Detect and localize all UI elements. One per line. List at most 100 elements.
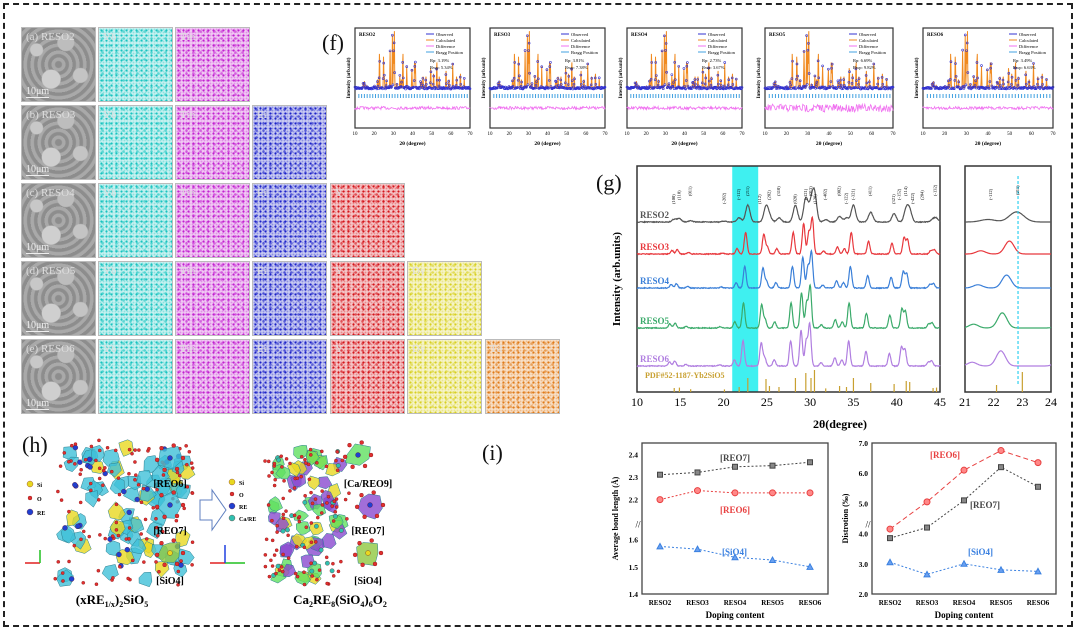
o-atom — [277, 568, 282, 572]
observed-point — [429, 70, 433, 74]
reference-label: PDF#52-1187-Yb2SiO5 — [645, 371, 725, 380]
o-atom — [320, 511, 324, 515]
polyhedron-label: [REO6] — [153, 479, 186, 490]
observed-point — [462, 76, 466, 80]
o-atom — [310, 501, 315, 506]
observed-point — [830, 66, 833, 70]
hkl-label: (011) — [688, 186, 693, 196]
o-atom — [325, 581, 329, 586]
observed-point — [655, 74, 658, 77]
observed-point — [525, 85, 529, 88]
y-tick-label: 2.3 — [629, 473, 639, 482]
o-atom — [368, 452, 374, 458]
o-atom — [267, 574, 272, 579]
legend-entry: Bragg Position — [436, 50, 464, 55]
scale-bar: 10μm — [26, 164, 50, 176]
polyhedron — [101, 564, 119, 581]
observed-point — [1036, 77, 1040, 81]
legend-entry: Calculated — [436, 38, 456, 43]
observed-point — [385, 79, 388, 83]
observed-point — [378, 59, 382, 63]
observed-point — [404, 87, 407, 91]
observed-point — [1027, 80, 1031, 84]
o-atom — [280, 465, 284, 469]
o-atom — [127, 447, 132, 452]
observed-point — [963, 33, 967, 37]
o-atom — [143, 517, 148, 522]
o-atom — [81, 529, 86, 534]
observed-point — [673, 78, 677, 81]
polyhedron — [268, 496, 283, 512]
observed-point — [377, 76, 381, 80]
observed-point — [721, 87, 725, 90]
o-atom — [342, 454, 348, 459]
observed-point — [965, 49, 968, 52]
element-label: Yb — [103, 265, 117, 277]
observed-point — [1010, 83, 1013, 86]
o-atom — [272, 553, 277, 557]
o-atom — [310, 574, 315, 578]
observed-point — [593, 76, 597, 80]
observed-point — [842, 78, 846, 81]
sample-label: (a) RESO2 — [26, 31, 75, 43]
o-atom — [334, 505, 339, 509]
legend-label: Ca/RE — [239, 517, 256, 523]
data-point-circle — [731, 489, 739, 497]
hkl-label: (310) — [776, 186, 781, 196]
observed-point — [821, 64, 824, 68]
observed-point — [572, 85, 575, 89]
observed-point — [405, 65, 409, 68]
x-axis-label: 2θ (degree) — [534, 140, 560, 147]
x-tick-label: 30 — [805, 132, 811, 137]
o-atom — [288, 489, 292, 493]
observed-point — [665, 70, 668, 74]
o-atom — [284, 509, 288, 513]
observed-point — [586, 62, 590, 66]
data-point-square — [961, 497, 967, 504]
rp-value: Rp: 6.69% — [853, 58, 873, 63]
legend-atom — [228, 514, 236, 522]
o-atom — [130, 558, 135, 563]
observed-point — [932, 81, 935, 85]
x-tick-label: RESO2 — [879, 599, 902, 607]
o-atom — [374, 513, 380, 519]
y-axis-label: Average bond length (Å) — [611, 476, 620, 560]
legend-entry: Bragg Position — [708, 50, 736, 55]
y-axis-label: Intensity (arb.unit) — [915, 57, 920, 98]
x-axis-label: 2θ (degree) — [399, 140, 425, 147]
observed-point — [772, 82, 776, 86]
o-atom — [185, 485, 190, 489]
re-atom — [72, 444, 79, 451]
observed-point — [827, 67, 830, 71]
o-atom — [336, 569, 341, 574]
o-atom — [281, 496, 285, 501]
inset-trace-reso5 — [964, 312, 1052, 329]
o-atom — [281, 552, 285, 557]
legend-entry: Observed — [859, 32, 877, 37]
observed-point — [954, 74, 958, 78]
polyhedron-label: [SiO4] — [354, 576, 382, 587]
o-atom — [274, 548, 279, 552]
observed-point — [435, 67, 438, 71]
observed-point — [383, 73, 386, 77]
legend-label: RE — [37, 511, 45, 517]
observed-point — [947, 84, 951, 87]
crystal-structures: [REO6] [REO7] [SiO4] [Ca/REO9] [REO7] [SiO4] S… — [25, 438, 392, 609]
re-atom — [124, 547, 130, 553]
o-atom — [309, 490, 313, 495]
inset-x-tick-label: 22 — [988, 395, 1000, 409]
polyhedron — [107, 501, 126, 521]
x-tick-label: 70 — [740, 132, 746, 137]
observed-point — [564, 71, 568, 75]
sample-label: (d) RESO5 — [26, 265, 76, 277]
observed-point — [400, 80, 403, 84]
legend-entry: Observed — [708, 32, 726, 37]
observed-point — [520, 80, 523, 84]
element-map-tm: Tm — [175, 27, 250, 102]
observed-point — [412, 85, 415, 89]
o-atom — [136, 483, 141, 487]
inset-trace-reso6 — [964, 350, 1052, 367]
o-atom — [62, 451, 67, 455]
xrd-trace-reso5 — [636, 283, 941, 330]
